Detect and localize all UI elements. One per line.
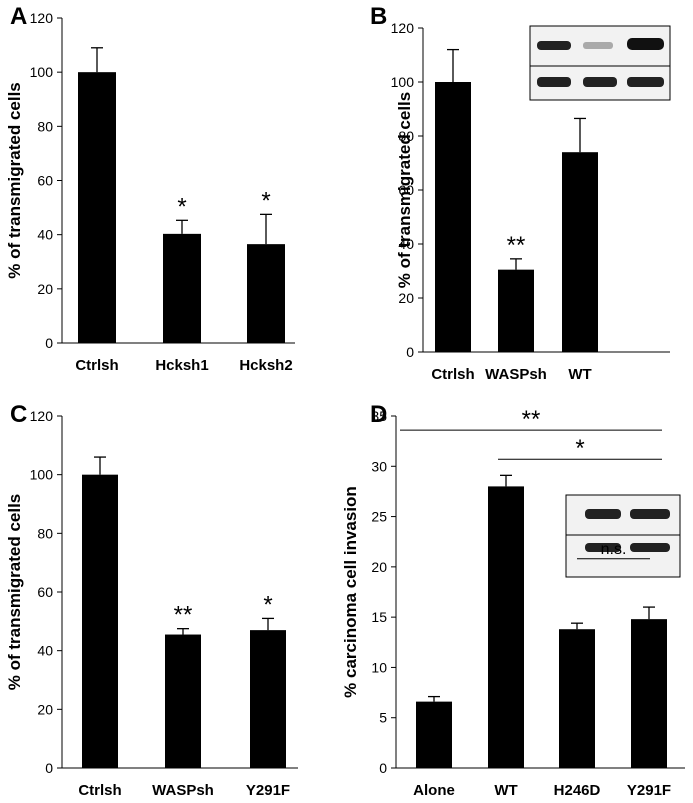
panel-label: A — [10, 3, 27, 30]
error-bar — [500, 474, 512, 487]
error-bar — [510, 258, 522, 270]
bar — [250, 630, 286, 768]
y-tick-label: 40 — [37, 643, 53, 659]
bar — [488, 486, 524, 768]
y-tick-label: 0 — [45, 335, 53, 351]
y-tick-label: 20 — [37, 701, 53, 717]
x-tick-label: WT — [568, 366, 591, 383]
y-axis-label: % of transmigrated cells — [395, 92, 414, 289]
y-tick-label: 40 — [398, 236, 414, 252]
y-tick-label: 20 — [371, 559, 387, 575]
panel-label: C — [10, 401, 27, 428]
significance-label: ** — [174, 602, 193, 629]
y-tick-label: 15 — [371, 609, 387, 625]
error-bar — [260, 213, 272, 245]
x-tick-label: Alone — [413, 782, 455, 799]
y-tick-label: 35 — [371, 408, 387, 424]
x-tick-label: Hcksh2 — [239, 357, 292, 374]
significance-label: ** — [507, 232, 526, 259]
y-tick-label: 40 — [37, 227, 53, 243]
y-tick-label: 120 — [391, 20, 415, 36]
error-bar — [177, 628, 189, 635]
error-bar — [91, 47, 103, 73]
bar — [435, 82, 471, 352]
significance-label: * — [575, 435, 584, 462]
bar — [163, 233, 201, 343]
y-axis-label: % of transmigrated cells — [5, 82, 24, 279]
panel-label: B — [370, 3, 387, 30]
y-tick-label: 5 — [379, 710, 387, 726]
panel: D 0 5 10 15 20 25 30 35 % carcinoma cell invasion… — [341, 401, 685, 799]
y-axis-label: % carcinoma cell invasion — [341, 486, 360, 698]
x-tick-label: Y291F — [246, 782, 290, 799]
y-tick-label: 100 — [30, 467, 54, 483]
panel-label: D — [370, 401, 387, 428]
error-bar — [447, 48, 459, 82]
x-tick-label: WASPsh — [152, 782, 214, 799]
y-tick-label: 20 — [37, 281, 53, 297]
y-tick-label: 60 — [37, 584, 53, 600]
y-tick-label: 60 — [398, 182, 414, 198]
error-bar — [176, 219, 188, 234]
x-tick-label: Ctrlsh — [75, 357, 118, 374]
error-bar — [574, 117, 586, 153]
y-tick-label: 100 — [30, 64, 54, 80]
y-tick-label: 25 — [371, 509, 387, 525]
x-tick-label: Hcksh1 — [155, 357, 208, 374]
y-tick-label: 80 — [398, 128, 414, 144]
bar — [78, 72, 116, 344]
panel: B 0 20 40 60 80 100 120 % of transmigrated cells… — [370, 3, 670, 383]
bar — [631, 619, 667, 768]
error-bar — [571, 622, 583, 630]
x-tick-label: WT — [494, 782, 517, 799]
significance-label: * — [261, 187, 270, 214]
y-tick-label: 30 — [371, 458, 387, 474]
bar — [562, 152, 598, 352]
bar — [165, 634, 201, 768]
y-tick-label: 100 — [391, 74, 415, 90]
significance-label: ** — [522, 406, 541, 433]
x-tick-label: WASPsh — [485, 366, 547, 383]
y-axis-label: % of transmigrated cells — [5, 494, 24, 691]
y-tick-label: 0 — [406, 344, 414, 360]
x-tick-label: Ctrlsh — [431, 366, 474, 383]
error-bar — [262, 617, 274, 631]
y-tick-label: 10 — [371, 659, 387, 675]
bar — [416, 701, 452, 768]
y-tick-label: 20 — [398, 290, 414, 306]
significance-label: * — [263, 591, 272, 618]
bar — [247, 244, 285, 343]
x-tick-label: Ctrlsh — [78, 782, 121, 799]
panel: A 0 20 40 60 80 100 120 % of transmigrated cells… — [5, 3, 295, 374]
x-tick-label: H246D — [554, 782, 601, 799]
bar — [82, 474, 118, 768]
y-tick-label: 120 — [30, 408, 54, 424]
bar — [498, 269, 534, 352]
significance-label: * — [177, 193, 186, 220]
panel: C 0 20 40 60 80 100 120 % of transmigrated cells… — [5, 401, 298, 799]
y-tick-label: 80 — [37, 118, 53, 134]
error-bar — [94, 456, 106, 475]
bar — [559, 629, 595, 768]
y-tick-label: 80 — [37, 525, 53, 541]
y-tick-label: 0 — [379, 760, 387, 776]
y-tick-label: 120 — [30, 10, 54, 26]
y-tick-label: 60 — [37, 173, 53, 189]
x-tick-label: Y291F — [627, 782, 671, 799]
western-blot-inset — [565, 494, 681, 578]
error-bar — [643, 606, 655, 620]
error-bar — [428, 695, 440, 702]
significance-label: n.s. — [601, 541, 627, 558]
western-blot-inset — [529, 25, 671, 101]
y-tick-label: 0 — [45, 760, 53, 776]
